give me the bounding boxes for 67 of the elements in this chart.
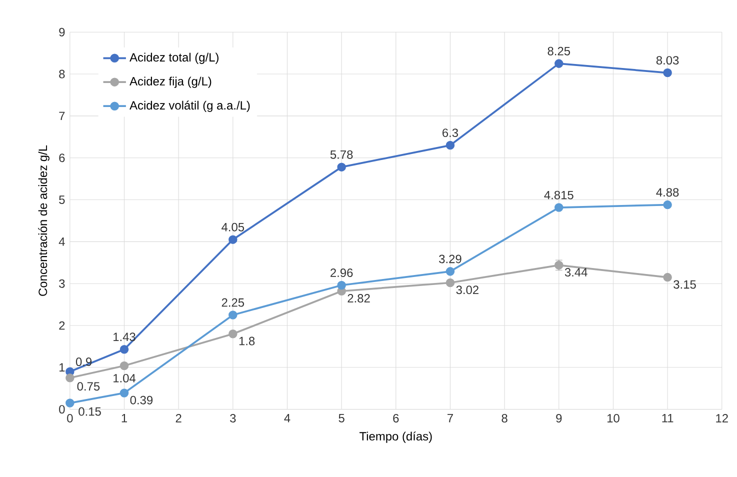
data-label: 3.29 [439,254,462,264]
data-label: 3.02 [456,285,478,294]
data-label: 5.78 [330,150,353,159]
point [446,140,455,150]
point [337,162,346,172]
point [228,235,238,244]
point [66,398,74,408]
legend-label: Acidez fija (g/L) [130,76,212,88]
x-tick-label: 2 [176,414,182,422]
data-label: 0.9 [76,357,92,366]
point [66,373,74,382]
point [337,280,346,290]
x-tick-label: 9 [556,414,562,422]
point [446,278,455,287]
data-label: 1.43 [114,332,136,341]
data-label: 3.44 [564,268,588,276]
data-label: 2.25 [222,298,244,307]
point [554,202,564,212]
point [446,266,455,276]
x-tick-label: 5 [338,414,344,422]
y-tick-label: 2 [59,321,65,330]
data-label: 3.15 [674,280,696,289]
data-label: 6.3 [442,128,458,137]
point [120,388,129,398]
data-label: 1.04 [114,374,136,382]
point [228,310,238,320]
x-tick-label: 1 [122,414,127,422]
y-tick-label: 7 [59,112,65,120]
data-label: 4.815 [544,190,574,200]
point [663,68,672,77]
point [228,329,238,338]
data-label: 0.75 [77,382,100,390]
y-tick-label: 4 [58,237,65,246]
data-label: 0.15 [78,407,101,416]
y-tick-label: 1 [60,363,65,372]
data-label: 8.03 [656,56,679,64]
data-label: 2.96 [330,268,353,277]
x-tick-label: 3 [230,414,236,422]
data-label: 0.39 [130,396,153,404]
x-tick-label: 8 [502,414,508,422]
legend-label: Acidez volátil (g a.a./L) [130,100,250,112]
x-tick-label: 12 [716,414,728,422]
y-tick-label: 5 [59,195,65,204]
data-label: 4.05 [222,222,244,232]
data-label: 2.82 [348,294,370,302]
point [663,272,672,282]
point [554,59,564,68]
x-axis-title: Tiempo (días) [360,431,432,443]
legend-label: Acidez total (g/L) [130,52,218,64]
point [120,361,129,370]
y-tick-label: 9 [59,28,65,36]
x-tick-label: 7 [448,414,453,422]
y-tick-label: 8 [59,70,65,78]
y-tick-label: 6 [59,153,65,162]
y-tick-label: 0 [59,404,65,414]
x-tick-label: 4 [284,414,290,422]
x-tick-label: 11 [662,414,674,422]
x-tick-label: 0 [67,414,73,422]
point [120,344,129,354]
data-label: 8.25 [548,46,570,56]
y-axis-title: Concentración de acidez g/L [38,145,50,296]
data-label: 1.8 [239,336,255,346]
x-tick-label: 6 [393,414,399,422]
x-tick-label: 10 [607,414,620,422]
data-label: 4.88 [656,188,679,196]
point [663,200,672,210]
y-tick-label: 3 [59,279,65,288]
